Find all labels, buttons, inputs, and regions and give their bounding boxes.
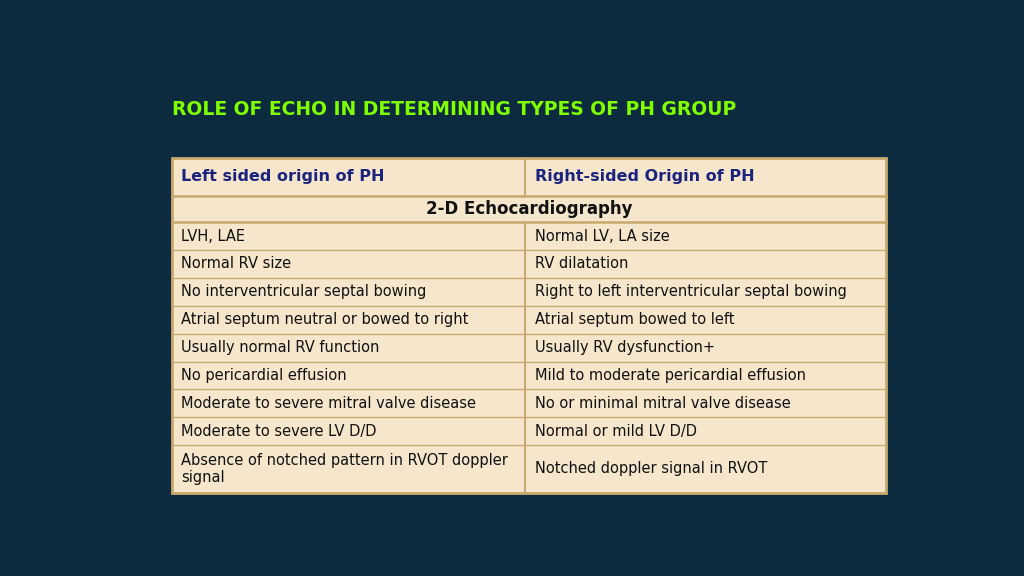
Text: RV dilatation: RV dilatation bbox=[535, 256, 628, 271]
Text: No or minimal mitral valve disease: No or minimal mitral valve disease bbox=[535, 396, 791, 411]
Text: Atrial septum bowed to left: Atrial septum bowed to left bbox=[535, 312, 734, 327]
Bar bbox=[172, 158, 886, 492]
Text: Moderate to severe mitral valve disease: Moderate to severe mitral valve disease bbox=[181, 396, 476, 411]
Text: Atrial septum neutral or bowed to right: Atrial septum neutral or bowed to right bbox=[181, 312, 469, 327]
Text: ROLE OF ECHO IN DETERMINING TYPES OF PH GROUP: ROLE OF ECHO IN DETERMINING TYPES OF PH … bbox=[172, 100, 736, 119]
Text: Normal LV, LA size: Normal LV, LA size bbox=[535, 229, 670, 244]
Text: Moderate to severe LV D/D: Moderate to severe LV D/D bbox=[181, 424, 377, 439]
Text: LVH, LAE: LVH, LAE bbox=[181, 229, 245, 244]
Text: Normal RV size: Normal RV size bbox=[181, 256, 291, 271]
Text: Usually normal RV function: Usually normal RV function bbox=[181, 340, 380, 355]
Text: Left sided origin of PH: Left sided origin of PH bbox=[181, 169, 385, 184]
Text: Absence of notched pattern in RVOT doppler
signal: Absence of notched pattern in RVOT doppl… bbox=[181, 453, 508, 485]
Text: No pericardial effusion: No pericardial effusion bbox=[181, 368, 347, 383]
Text: Mild to moderate pericardial effusion: Mild to moderate pericardial effusion bbox=[535, 368, 806, 383]
Text: Right to left interventricular septal bowing: Right to left interventricular septal bo… bbox=[535, 285, 847, 300]
Text: No interventricular septal bowing: No interventricular septal bowing bbox=[181, 285, 427, 300]
Text: 2-D Echocardiography: 2-D Echocardiography bbox=[426, 200, 632, 218]
Text: Usually RV dysfunction+: Usually RV dysfunction+ bbox=[535, 340, 715, 355]
Text: Normal or mild LV D/D: Normal or mild LV D/D bbox=[535, 424, 696, 439]
Text: Right-sided Origin of PH: Right-sided Origin of PH bbox=[535, 169, 755, 184]
Text: Notched doppler signal in RVOT: Notched doppler signal in RVOT bbox=[535, 461, 767, 476]
